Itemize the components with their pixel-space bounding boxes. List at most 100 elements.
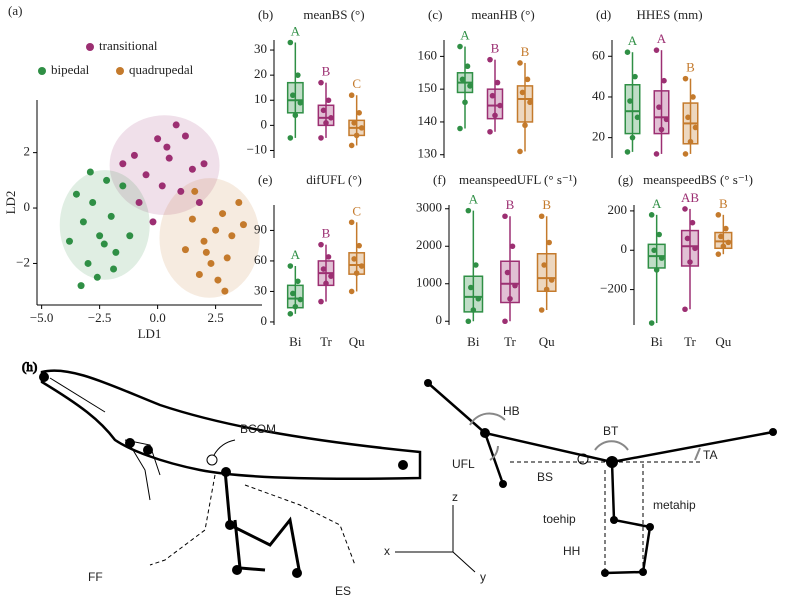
point: [172, 121, 180, 129]
point: [163, 143, 171, 151]
point: [475, 295, 482, 302]
point: [297, 99, 304, 106]
point: [287, 135, 294, 141]
point: [200, 160, 208, 168]
panel-label: (a): [8, 3, 22, 18]
letter-label: A: [628, 33, 638, 48]
chart-title: HHES (mm): [636, 7, 702, 22]
label: BCOM: [240, 422, 276, 436]
point: [328, 273, 334, 279]
point: [497, 102, 503, 109]
point: [287, 39, 294, 46]
legend-marker: [38, 67, 46, 75]
panel-label: (b): [258, 7, 273, 22]
bcom-marker: [206, 454, 218, 466]
point: [320, 266, 327, 272]
point: [200, 237, 208, 245]
y-tick-label: −2: [16, 254, 30, 269]
y-tick-label: 1000: [416, 275, 442, 290]
y-tick-label: 3000: [416, 200, 442, 215]
box: [286, 81, 304, 114]
point: [96, 232, 104, 240]
y-tick-label: 2000: [416, 237, 442, 252]
label: TA: [703, 448, 717, 462]
box: [463, 275, 484, 313]
point: [718, 233, 724, 240]
x-tick-label: Qu: [715, 334, 731, 349]
bcom-marker: [577, 453, 589, 465]
point: [295, 72, 301, 78]
point: [318, 135, 324, 141]
point: [318, 298, 324, 305]
legend-label: transitional: [99, 38, 158, 53]
point: [77, 282, 85, 290]
legend-marker: [86, 43, 94, 51]
point: [72, 190, 80, 198]
point: [624, 149, 631, 155]
box: [536, 253, 557, 292]
point: [512, 282, 518, 289]
point: [142, 171, 150, 179]
legend-label: bipedal: [51, 62, 90, 77]
letter-label: A: [657, 31, 667, 46]
y-tick-label: 200: [608, 202, 628, 217]
y-tick-label: 40: [592, 88, 605, 103]
point: [214, 276, 222, 284]
x-tick-label: Qu: [349, 334, 365, 349]
chart-title: difUFL (°): [306, 172, 362, 187]
letter-label: A: [652, 196, 662, 211]
point: [325, 254, 332, 260]
point: [543, 286, 550, 293]
point: [487, 128, 493, 135]
x-tick-label: 0.0: [149, 310, 165, 325]
point: [519, 89, 526, 96]
point: [207, 259, 215, 267]
point: [348, 288, 355, 295]
y-tick-label: 0: [24, 199, 31, 214]
point: [181, 246, 189, 254]
point: [177, 187, 185, 195]
point: [239, 221, 247, 229]
point: [715, 251, 722, 257]
hindlimb: [223, 469, 302, 576]
legend-marker: [116, 67, 124, 75]
point: [690, 94, 696, 100]
label: BT: [603, 424, 619, 438]
y-tick-label: 90: [254, 221, 267, 236]
letter-label: B: [719, 196, 728, 211]
point: [348, 92, 355, 99]
x-tick-label: Tr: [684, 334, 696, 349]
point: [502, 213, 508, 220]
x-tick-label: Bi: [289, 334, 302, 349]
chart-title: meanspeedBS (° s⁻¹): [643, 172, 753, 187]
point: [219, 210, 227, 218]
point: [235, 199, 243, 206]
point: [149, 218, 157, 226]
point: [687, 259, 693, 265]
point: [682, 306, 688, 313]
y-tick-label: 140: [418, 113, 438, 128]
point: [648, 320, 655, 326]
point: [202, 248, 210, 256]
lizard-mouth: [49, 377, 106, 413]
point: [653, 267, 660, 273]
point: [715, 212, 722, 218]
point: [287, 263, 294, 269]
y-tick-label: −200: [600, 281, 627, 296]
letter-label: B: [686, 60, 695, 75]
point: [318, 241, 324, 248]
point: [723, 225, 729, 232]
panel-label: (c): [428, 7, 442, 22]
point: [653, 47, 660, 53]
y-tick-label: 10: [254, 91, 267, 106]
point: [538, 213, 545, 220]
point: [465, 318, 472, 325]
lizard-body: [40, 369, 422, 480]
label: x: [384, 544, 390, 558]
point: [318, 79, 324, 86]
x-tick-label: −5.0: [30, 310, 54, 325]
letter-label: B: [322, 64, 331, 79]
legend-label: quadrupedal: [129, 62, 194, 77]
point: [292, 112, 299, 119]
point: [84, 259, 92, 267]
